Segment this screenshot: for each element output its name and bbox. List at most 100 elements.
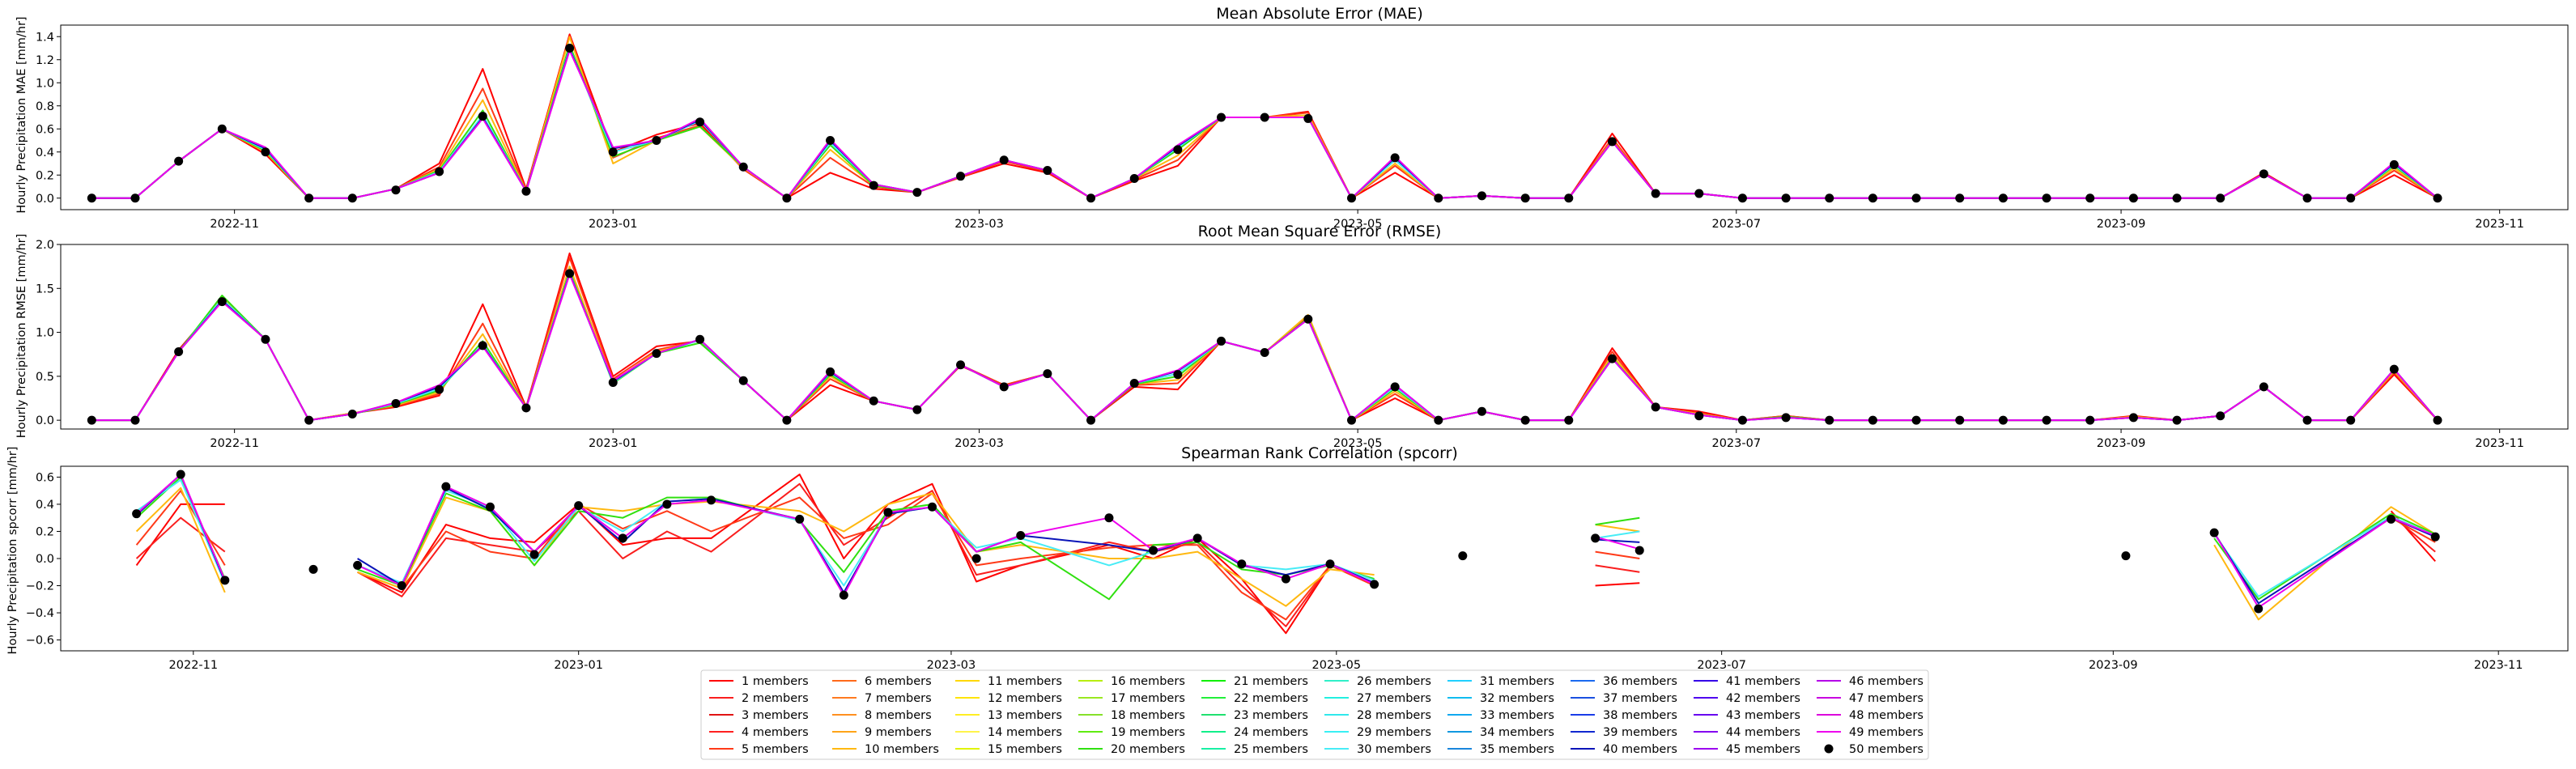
data-point [2216, 411, 2225, 421]
data-point [738, 162, 748, 172]
data-point [347, 410, 357, 419]
legend-item: 32 members [1447, 692, 1554, 705]
data-point [1520, 193, 1530, 203]
data-point [1434, 415, 1443, 425]
y-tick-label: 0.2 [36, 169, 54, 182]
legend-label: 35 members [1480, 743, 1554, 756]
data-point [220, 576, 230, 585]
data-point [304, 193, 314, 203]
panel-mae: Mean Absolute Error (MAE) 0.00.20.40.60.… [15, 5, 2569, 231]
data-point [1825, 193, 1834, 203]
data-point [1998, 415, 2008, 425]
legend-label: 42 members [1726, 692, 1800, 705]
data-point [485, 502, 495, 512]
data-point [956, 172, 966, 181]
legend-item: 13 members [955, 709, 1062, 722]
series-group [87, 33, 2442, 203]
legend-item: 21 members [1201, 675, 1308, 688]
data-point [2085, 415, 2095, 425]
legend-item: 10 members [832, 743, 939, 756]
legend-item: 3 members [709, 709, 809, 722]
legend-frame [700, 669, 1929, 760]
legend-label: 38 members [1603, 709, 1677, 722]
legend-label: 4 members [742, 726, 809, 739]
plot-area: 0.0 0.2 0.4 0.6 0.8 1.0 1.2 1.4 2022-11 2023-01 20… [36, 24, 2569, 231]
series-line [135, 482, 2436, 627]
data-point [2216, 193, 2225, 203]
data-point [1192, 533, 1202, 543]
data-point [662, 499, 672, 509]
legend-item: 23 members [1201, 709, 1308, 722]
data-point [1911, 193, 1921, 203]
data-point [2389, 364, 2399, 374]
legend-item: 46 members [1817, 675, 1923, 688]
data-point [1737, 415, 1747, 425]
data-point [1477, 191, 1486, 201]
y-tick-label: 1.4 [36, 31, 54, 44]
data-point [217, 124, 227, 134]
data-point [1104, 513, 1114, 523]
y-axis-label: Hourly Precipitation RMSE [mm/hr] [15, 234, 28, 439]
legend-label: 36 members [1603, 675, 1677, 688]
data-point [1390, 382, 1400, 392]
legend-item: 22 members [1201, 692, 1308, 705]
legend-label: 22 members [1234, 692, 1308, 705]
legend-item: 48 members [1817, 709, 1923, 722]
data-point [1651, 402, 1660, 412]
data-point [1477, 406, 1486, 416]
data-point [1781, 413, 1791, 423]
data-point [2085, 193, 2095, 203]
legend-label: 47 members [1849, 692, 1923, 705]
x-tick-label: 2023-11 [2475, 437, 2524, 450]
panel-rmse: Root Mean Square Error (RMSE) 0.0 0.5 1.0 1… [15, 223, 2569, 450]
legend-item: 1 members [709, 675, 809, 688]
data-point [2209, 528, 2219, 537]
legend-label: 39 members [1603, 726, 1677, 739]
data-point [130, 193, 140, 203]
data-point [2433, 193, 2442, 203]
series-group [87, 252, 2442, 425]
legend-label: 34 members [1480, 726, 1554, 739]
data-point [782, 193, 792, 203]
legend-label: 26 members [1357, 675, 1431, 688]
y-tick-label: −0.6 [26, 635, 54, 648]
x-tick-label: 2023-09 [2097, 437, 2146, 450]
data-point [1825, 415, 1834, 425]
data-point [130, 415, 140, 425]
data-point [2172, 415, 2182, 425]
x-tick-label: 2023-09 [2089, 659, 2138, 672]
panel-title: Root Mean Square Error (RMSE) [1198, 223, 1442, 240]
x-tick-label: 2023-05 [1312, 659, 1362, 672]
data-point [2121, 551, 2131, 561]
axes-frame [60, 24, 2569, 210]
legend-item: 8 members [832, 709, 932, 722]
legend-label: 29 members [1357, 726, 1431, 739]
legend-item: 50 members [1824, 743, 1923, 756]
legend-item: 47 members [1817, 692, 1923, 705]
data-point [521, 403, 531, 413]
legend-item: 36 members [1571, 675, 1677, 688]
legend-item: 44 members [1694, 726, 1800, 739]
data-point [971, 554, 981, 563]
data-point [2346, 415, 2356, 425]
data-point [2042, 193, 2051, 203]
legend-item: 6 members [832, 675, 932, 688]
y-axis-label: Hourly Precipitation spcorr [mm/hr] [6, 447, 19, 655]
legend-item: 27 members [1324, 692, 1431, 705]
data-point [1868, 193, 1877, 203]
data-point [1237, 559, 1247, 569]
legend-label: 15 members [988, 743, 1062, 756]
data-point [1303, 113, 1313, 123]
legend-label: 2 members [742, 692, 809, 705]
legend-label: 21 members [1234, 675, 1308, 688]
legend-label: 8 members [865, 709, 932, 722]
x-tick-label: 2022-11 [210, 437, 259, 450]
legend-item: 12 members [955, 692, 1062, 705]
x-tick-label: 2023-01 [589, 437, 638, 450]
data-point [1016, 531, 1026, 540]
data-point [1281, 574, 1290, 584]
legend-label: 20 members [1111, 743, 1185, 756]
y-tick-label: 0.4 [36, 499, 54, 512]
series-line [136, 478, 2436, 597]
data-point [608, 377, 618, 387]
